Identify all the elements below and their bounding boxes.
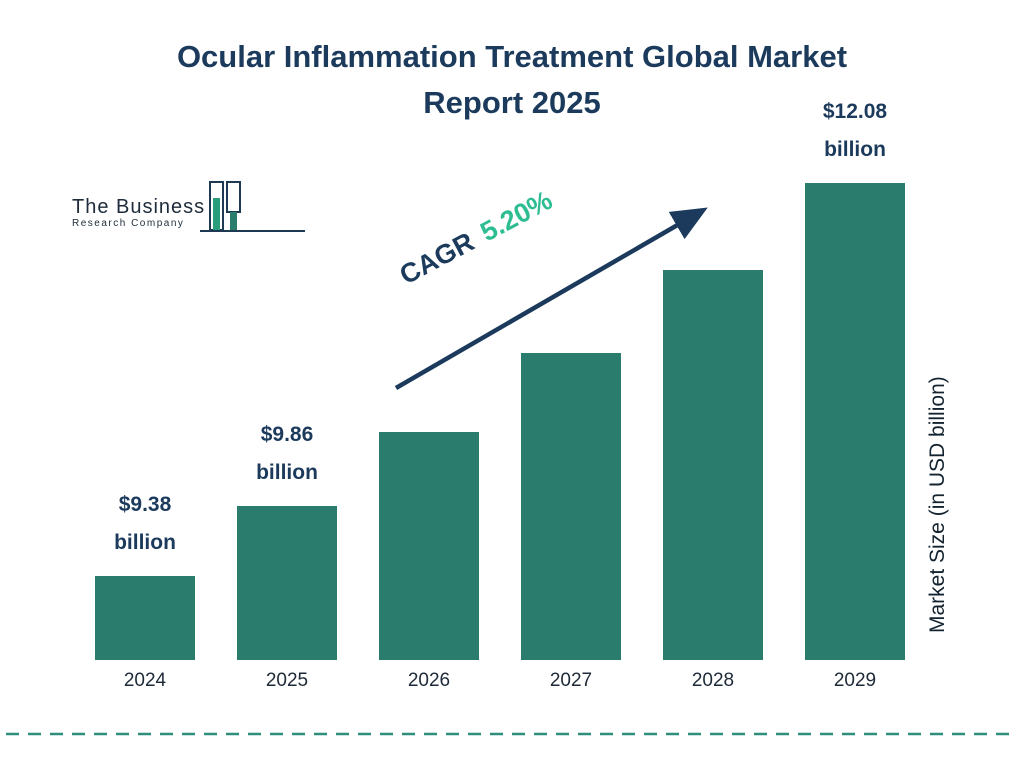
bar-chart: $9.38 billion 2024 $9.86 billion 2025 2026 20… [95,100,905,691]
y-axis-label: Market Size (in USD billion) [926,376,949,634]
title-line-1: Ocular Inflammation Treatment Global Mar… [176,39,848,74]
bottom-dashed-line [6,732,1018,736]
bar-column-2027: 2027 [521,180,621,691]
logo-name-bottom: Research Company [72,218,185,229]
page-title: Ocular Inflammation Treatment Global Mar… [0,34,1024,126]
x-axis-label-2029: 2029 [833,670,877,691]
bar-2029 [805,183,905,660]
bar-column-2025: $9.86 billion 2025 [237,180,337,691]
x-axis-label-2026: 2026 [407,670,451,691]
x-axis-label-2024: 2024 [123,670,167,691]
bar-column-2026: 2026 [379,180,479,691]
bar-column-2029: $12.08 billion 2029 [805,100,905,691]
bar-value-label-2024: $9.38 billion [114,493,176,554]
x-axis-label-2025: 2025 [265,670,309,691]
bar-2027 [521,353,621,660]
bar-value-label-2029: $12.08 billion [822,100,888,161]
bar-2026 [379,432,479,660]
logo-name-top: The Business [72,196,206,218]
bar-2024 [95,576,195,660]
bar-2028 [663,270,763,660]
x-axis-label-2027: 2027 [549,670,593,691]
title-line-2: Report 2025 [423,85,601,120]
logo-bars-icon [200,178,310,245]
bar-column-2028: 2028 [663,180,763,691]
bar-2025 [237,506,337,660]
bar-value-label-2025: $9.86 billion [256,423,318,484]
bar-column-2024: $9.38 billion 2024 [95,180,195,691]
company-logo: The Business Research Company [72,181,305,252]
x-axis-label-2028: 2028 [691,670,735,691]
